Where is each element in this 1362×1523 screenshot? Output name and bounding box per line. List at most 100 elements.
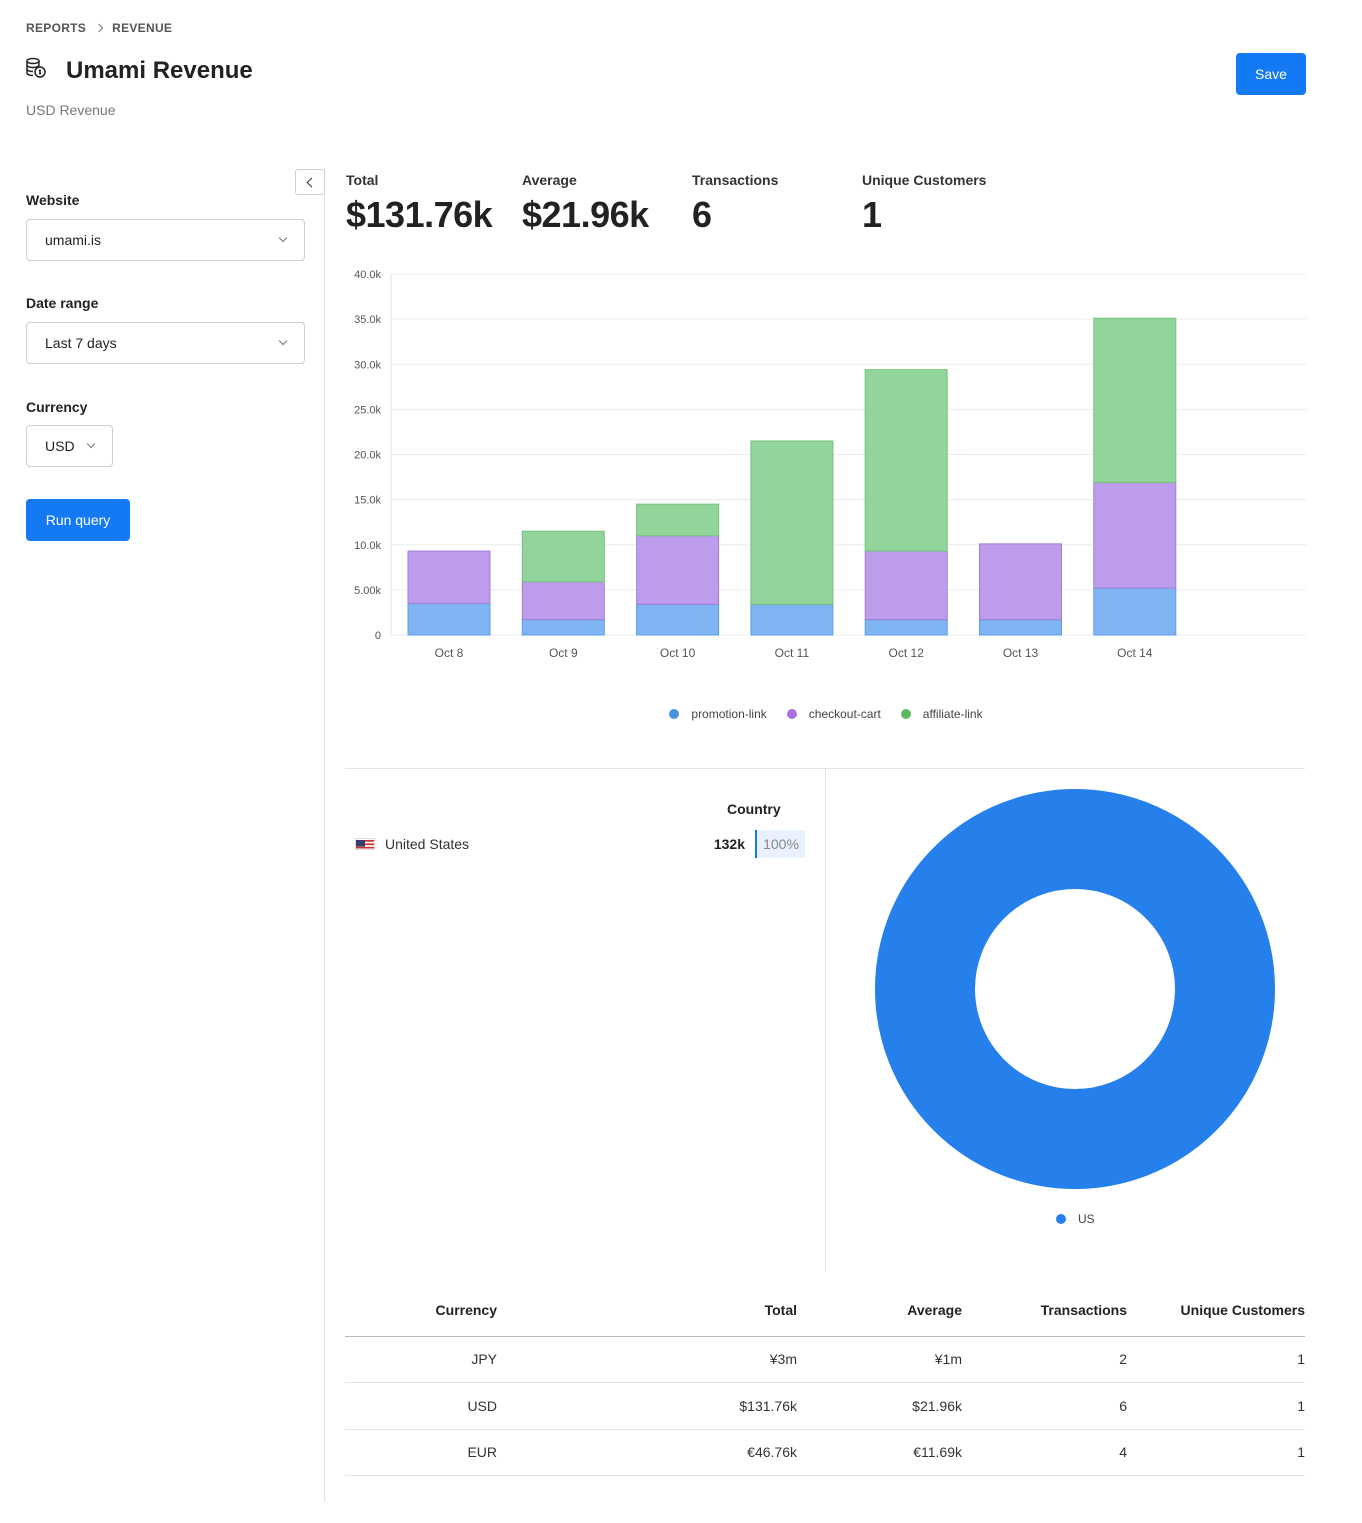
bar-checkout-cart[interactable] [521, 581, 605, 621]
y-tick-label: 40.0k [354, 269, 381, 281]
country-row[interactable]: United States 132k 100% [355, 830, 805, 858]
legend-dot-icon [786, 709, 797, 719]
cell-transactions: 4 [962, 1429, 1127, 1476]
col-total: Total [497, 1290, 797, 1337]
metric-value: $21.96k [522, 194, 649, 235]
metric-label: Average [522, 172, 577, 188]
col-average: Average [797, 1290, 962, 1337]
y-tick-label: 25.0k [354, 404, 381, 416]
bar-affiliate-link[interactable] [864, 369, 948, 552]
date-range-select-value: Last 7 days [45, 335, 117, 351]
page-header: Umami Revenue [24, 56, 253, 85]
breadcrumb-reports[interactable]: REPORTS [26, 21, 87, 35]
bar-promotion-link[interactable] [864, 619, 948, 636]
cell-average: €11.69k [797, 1429, 962, 1476]
cell-total: ¥3m [497, 1336, 797, 1383]
table-row: EUR €46.76k €11.69k 4 1 [345, 1429, 1305, 1476]
date-range-select[interactable]: Last 7 days [26, 322, 305, 364]
currency-select-value: USD [45, 438, 75, 454]
website-label: Website [26, 192, 80, 208]
date-range-label: Date range [26, 295, 99, 311]
section-divider [345, 768, 1305, 769]
donut-legend-label[interactable]: US [1078, 1212, 1095, 1226]
collapse-sidebar-button[interactable] [295, 169, 325, 195]
x-tick-label: Oct 10 [660, 646, 696, 660]
country-percent: 100% [755, 830, 805, 858]
website-select[interactable]: umami.is [26, 219, 305, 261]
legend-dot-icon [900, 709, 911, 719]
bar-promotion-link[interactable] [750, 603, 834, 636]
currency-label: Currency [26, 399, 88, 415]
page-subtitle: USD Revenue [26, 102, 116, 118]
y-tick-label: 10.0k [354, 540, 381, 552]
legend-item-promotion-link[interactable]: promotion-link [669, 707, 767, 721]
save-button[interactable]: Save [1236, 53, 1306, 95]
bar-checkout-cart[interactable] [636, 535, 720, 605]
x-tick-label: Oct 13 [1003, 646, 1039, 660]
legend-item-affiliate-link[interactable]: affiliate-link [900, 707, 983, 721]
bar-affiliate-link[interactable] [521, 530, 605, 583]
legend-label: affiliate-link [922, 707, 983, 721]
currency-table: Currency Total Average Transactions Uniq… [345, 1290, 1305, 1476]
cell-currency: EUR [345, 1429, 497, 1476]
cell-unique-customers: 1 [1127, 1336, 1305, 1383]
x-tick-label: Oct 8 [435, 646, 464, 660]
metric-total: Total $131.76k [346, 172, 493, 236]
y-tick-label: 0 [375, 630, 381, 642]
legend-label: promotion-link [691, 707, 767, 721]
metric-value: 1 [862, 194, 882, 235]
chevron-right-icon [94, 23, 104, 33]
currency-select[interactable]: USD [26, 425, 113, 467]
bar-checkout-cart[interactable] [1093, 481, 1177, 589]
breadcrumb: REPORTS REVENUE [26, 21, 172, 35]
parameters-sidebar: Website umami.is Date range Last 7 days … [0, 168, 325, 1502]
metric-label: Transactions [692, 172, 779, 188]
bar-chart-legend: promotion-link checkout-cart affiliate-l… [0, 707, 1362, 721]
breadcrumb-revenue: REVENUE [112, 21, 173, 35]
chevron-down-icon [278, 233, 288, 243]
bar-promotion-link[interactable] [407, 602, 491, 636]
y-tick-label: 15.0k [354, 495, 381, 507]
x-tick-label: Oct 12 [889, 646, 925, 660]
revenue-bar-chart: 0 5.00k 10.0k 15.0k 20.0k 25.0k 30.0k 35.0k 40.0… [354, 269, 1306, 660]
cell-currency: USD [345, 1382, 497, 1430]
bar-promotion-link[interactable] [1093, 587, 1177, 636]
cell-transactions: 6 [962, 1382, 1127, 1430]
x-tick-label: Oct 11 [775, 646, 810, 660]
donut-slice-us[interactable] [875, 789, 1275, 1189]
metric-label: Total [346, 172, 379, 188]
legend-dot-icon [1056, 1214, 1066, 1224]
bar-promotion-link[interactable] [636, 603, 720, 636]
bar-checkout-cart[interactable] [407, 550, 491, 604]
cell-currency: JPY [345, 1336, 497, 1383]
y-tick-label: 5.00k [354, 585, 381, 597]
cell-average: $21.96k [797, 1382, 962, 1430]
legend-label: checkout-cart [808, 707, 881, 721]
bar-affiliate-link[interactable] [636, 503, 720, 537]
legend-dot-icon [669, 709, 680, 719]
bar-checkout-cart[interactable] [864, 550, 948, 621]
us-flag-icon [355, 838, 375, 850]
col-unique-customers: Unique Customers [1127, 1290, 1305, 1337]
cell-total: €46.76k [497, 1429, 797, 1476]
metric-label: Unique Customers [862, 172, 987, 188]
website-select-value: umami.is [45, 232, 102, 248]
x-tick-label: Oct 14 [1117, 646, 1153, 660]
run-query-button[interactable]: Run query [26, 499, 130, 541]
bar-checkout-cart[interactable] [979, 543, 1062, 621]
cell-unique-customers: 1 [1127, 1429, 1305, 1476]
cell-unique-customers: 1 [1127, 1382, 1305, 1430]
y-tick-label: 20.0k [354, 450, 381, 462]
metric-value: 6 [692, 194, 712, 235]
chevron-down-icon [278, 336, 288, 346]
bar-affiliate-link[interactable] [1093, 317, 1177, 483]
col-transactions: Transactions [962, 1290, 1127, 1337]
bar-promotion-link[interactable] [979, 619, 1062, 636]
donut-legend: US [1056, 1212, 1095, 1226]
legend-item-checkout-cart[interactable]: checkout-cart [786, 707, 881, 721]
chevron-down-icon [86, 439, 96, 449]
cell-transactions: 2 [962, 1336, 1127, 1383]
table-header-row: Currency Total Average Transactions Uniq… [345, 1290, 1305, 1337]
bar-promotion-link[interactable] [521, 619, 605, 636]
bar-affiliate-link[interactable] [750, 440, 834, 605]
